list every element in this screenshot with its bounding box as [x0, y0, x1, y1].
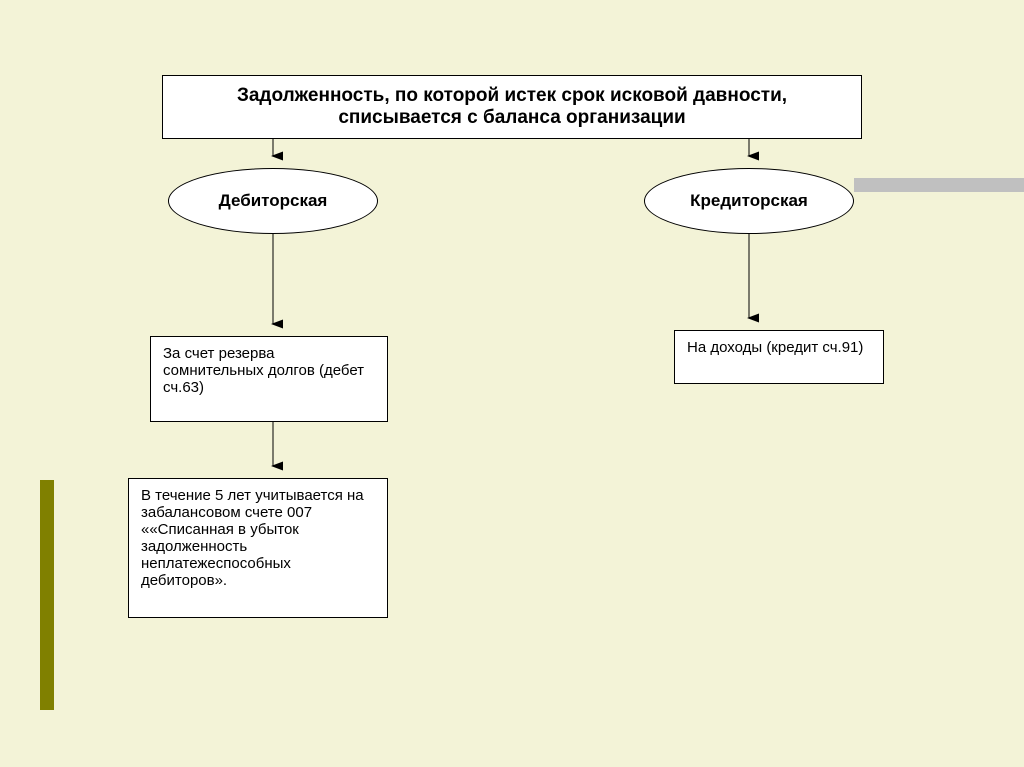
debit-label: Дебиторская	[219, 191, 328, 211]
slide-canvas: Задолженность, по которой истек срок иск…	[0, 0, 1024, 767]
title-text: Задолженность, по которой истек срок иск…	[175, 85, 849, 129]
credit-detail-box: На доходы (кредит сч.91)	[674, 330, 884, 384]
debit-detail-box-2: В течение 5 лет учитывается на забалансо…	[128, 478, 388, 618]
credit-ellipse: Кредиторская	[644, 168, 854, 234]
debit-detail-box-1: За счет резерва сомнительных долгов (деб…	[150, 336, 388, 422]
debit-ellipse: Дебиторская	[168, 168, 378, 234]
credit-detail-text: На доходы (кредит сч.91)	[687, 339, 863, 356]
title-box: Задолженность, по которой истек срок иск…	[162, 75, 862, 139]
decor-bar-vertical	[40, 480, 54, 710]
credit-label: Кредиторская	[690, 191, 808, 211]
debit-detail-1-text: За счет резерва сомнительных долгов (деб…	[163, 345, 364, 396]
debit-detail-2-text: В течение 5 лет учитывается на забалансо…	[141, 487, 364, 589]
decor-bar-horizontal	[854, 178, 1024, 192]
